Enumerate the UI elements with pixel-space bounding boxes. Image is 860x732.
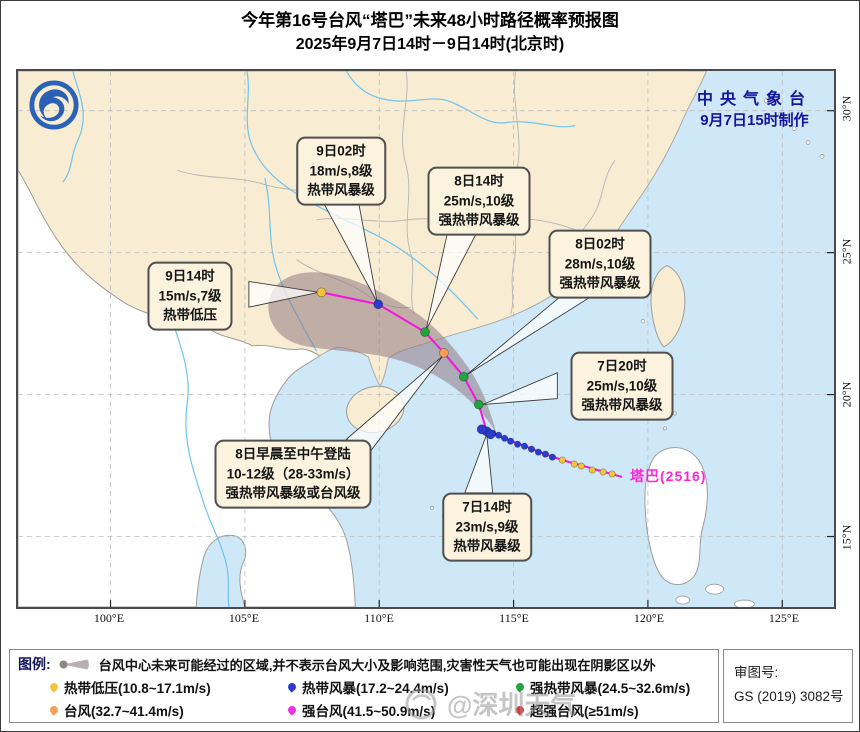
legend-title: 图例: [18, 656, 51, 672]
legend-item-td: 热带低压(10.8~17.1m/s) [48, 677, 288, 697]
callout-landfall: 8日早晨至中午登陆 10-12级（28-33m/s） 强热带风暴级或台风级 [214, 439, 372, 509]
island-taiwan [650, 265, 686, 348]
callout-7d14h: 7日14时 23m/s,9级 热带风暴级 [442, 492, 532, 562]
agency-credit: 中央气象台 9月7日15时制作 [697, 85, 812, 130]
legend-item-sty: 强台风(41.5~50.9m/s) [286, 700, 516, 720]
ty-marker-icon [48, 703, 60, 716]
map-review-number-box: 审图号: GS (2019) 3082号 [723, 649, 853, 723]
legend-cone-text: 台风中心未来可能经过的区域,并不表示台风大小及影响范围,灾害性天气也可能出现在阴… [98, 657, 656, 673]
callout-8d02h: 8日02时 28m/s,10级 强热带风暴级 [548, 229, 652, 299]
review-label: 审图号: [734, 665, 779, 680]
island-luzon [644, 447, 708, 586]
lon-label-110e: 110°E [364, 611, 394, 625]
title-line2: 2025年9月7日14时－9日14时(北京时) [295, 35, 565, 53]
sty-marker-icon [286, 703, 298, 716]
lon-label-125e: 125°E [768, 611, 800, 625]
callout-9d14h: 9日14时 15m/s,7级 热带低压 [147, 261, 233, 331]
typhoon-track [316, 287, 623, 478]
page-title: 今年第16号台风“塔巴”未来48小时路径概率预报图 2025年9月7日14时－9… [1, 8, 859, 56]
callout-8d14h: 8日14时 25m/s,10级 强热带风暴级 [427, 166, 531, 236]
agency-issue-time: 9月7日15时制作 [700, 112, 809, 129]
lat-label-25n: 25°N [839, 238, 854, 265]
lat-label-20n: 20°N [839, 381, 854, 408]
legend-item-superty: 超强台风(≥51m/s) [514, 700, 710, 720]
watermark: @深圳天气 [403, 685, 576, 722]
callout-leaders [248, 200, 598, 494]
callout-7d20h: 7日20时 25m/s,10级 强热带风暴级 [570, 351, 674, 421]
watermark-logo-icon [405, 688, 437, 719]
callout-9d02h: 9日02时 18m/s,8级 热带风暴级 [296, 136, 386, 206]
legend-item-ty: 台风(32.7~41.4m/s) [48, 700, 288, 720]
lat-label-15n: 15°N [839, 524, 854, 551]
map-area: 中央气象台 9月7日15时制作 9日02时 18m/s,8级 热带风暴级 8日1… [16, 69, 836, 609]
typhoon-name-label: 塔巴(2516) [630, 468, 707, 484]
cma-logo-icon [28, 79, 80, 136]
agency-name: 中央气象台 [696, 91, 812, 108]
td-marker-icon [48, 680, 60, 693]
ts-marker-icon [286, 680, 298, 693]
map-canvas [18, 71, 834, 607]
cone-icon [59, 659, 89, 669]
lon-label-120e: 120°E [633, 611, 665, 625]
title-line1: 今年第16号台风“塔巴”未来48小时路径概率预报图 [241, 11, 619, 30]
lon-label-115e: 115°E [499, 611, 529, 625]
lon-label-105e: 105°E [228, 611, 260, 625]
watermark-text: @深圳天气 [447, 690, 577, 720]
lat-label-30n: 30°N [839, 95, 854, 122]
legend-box: 图例: 台风中心未来可能经过的区域,并不表示台风大小及影响范围,灾害性天气也可能… [9, 649, 719, 723]
review-number: GS (2019) 3082号 [734, 688, 844, 704]
probability-cone [268, 272, 497, 435]
legend-item-sts: 强热带风暴(24.5~32.6m/s) [514, 677, 710, 697]
lon-label-100e: 100°E [93, 611, 125, 625]
axis-ticks [109, 110, 834, 607]
